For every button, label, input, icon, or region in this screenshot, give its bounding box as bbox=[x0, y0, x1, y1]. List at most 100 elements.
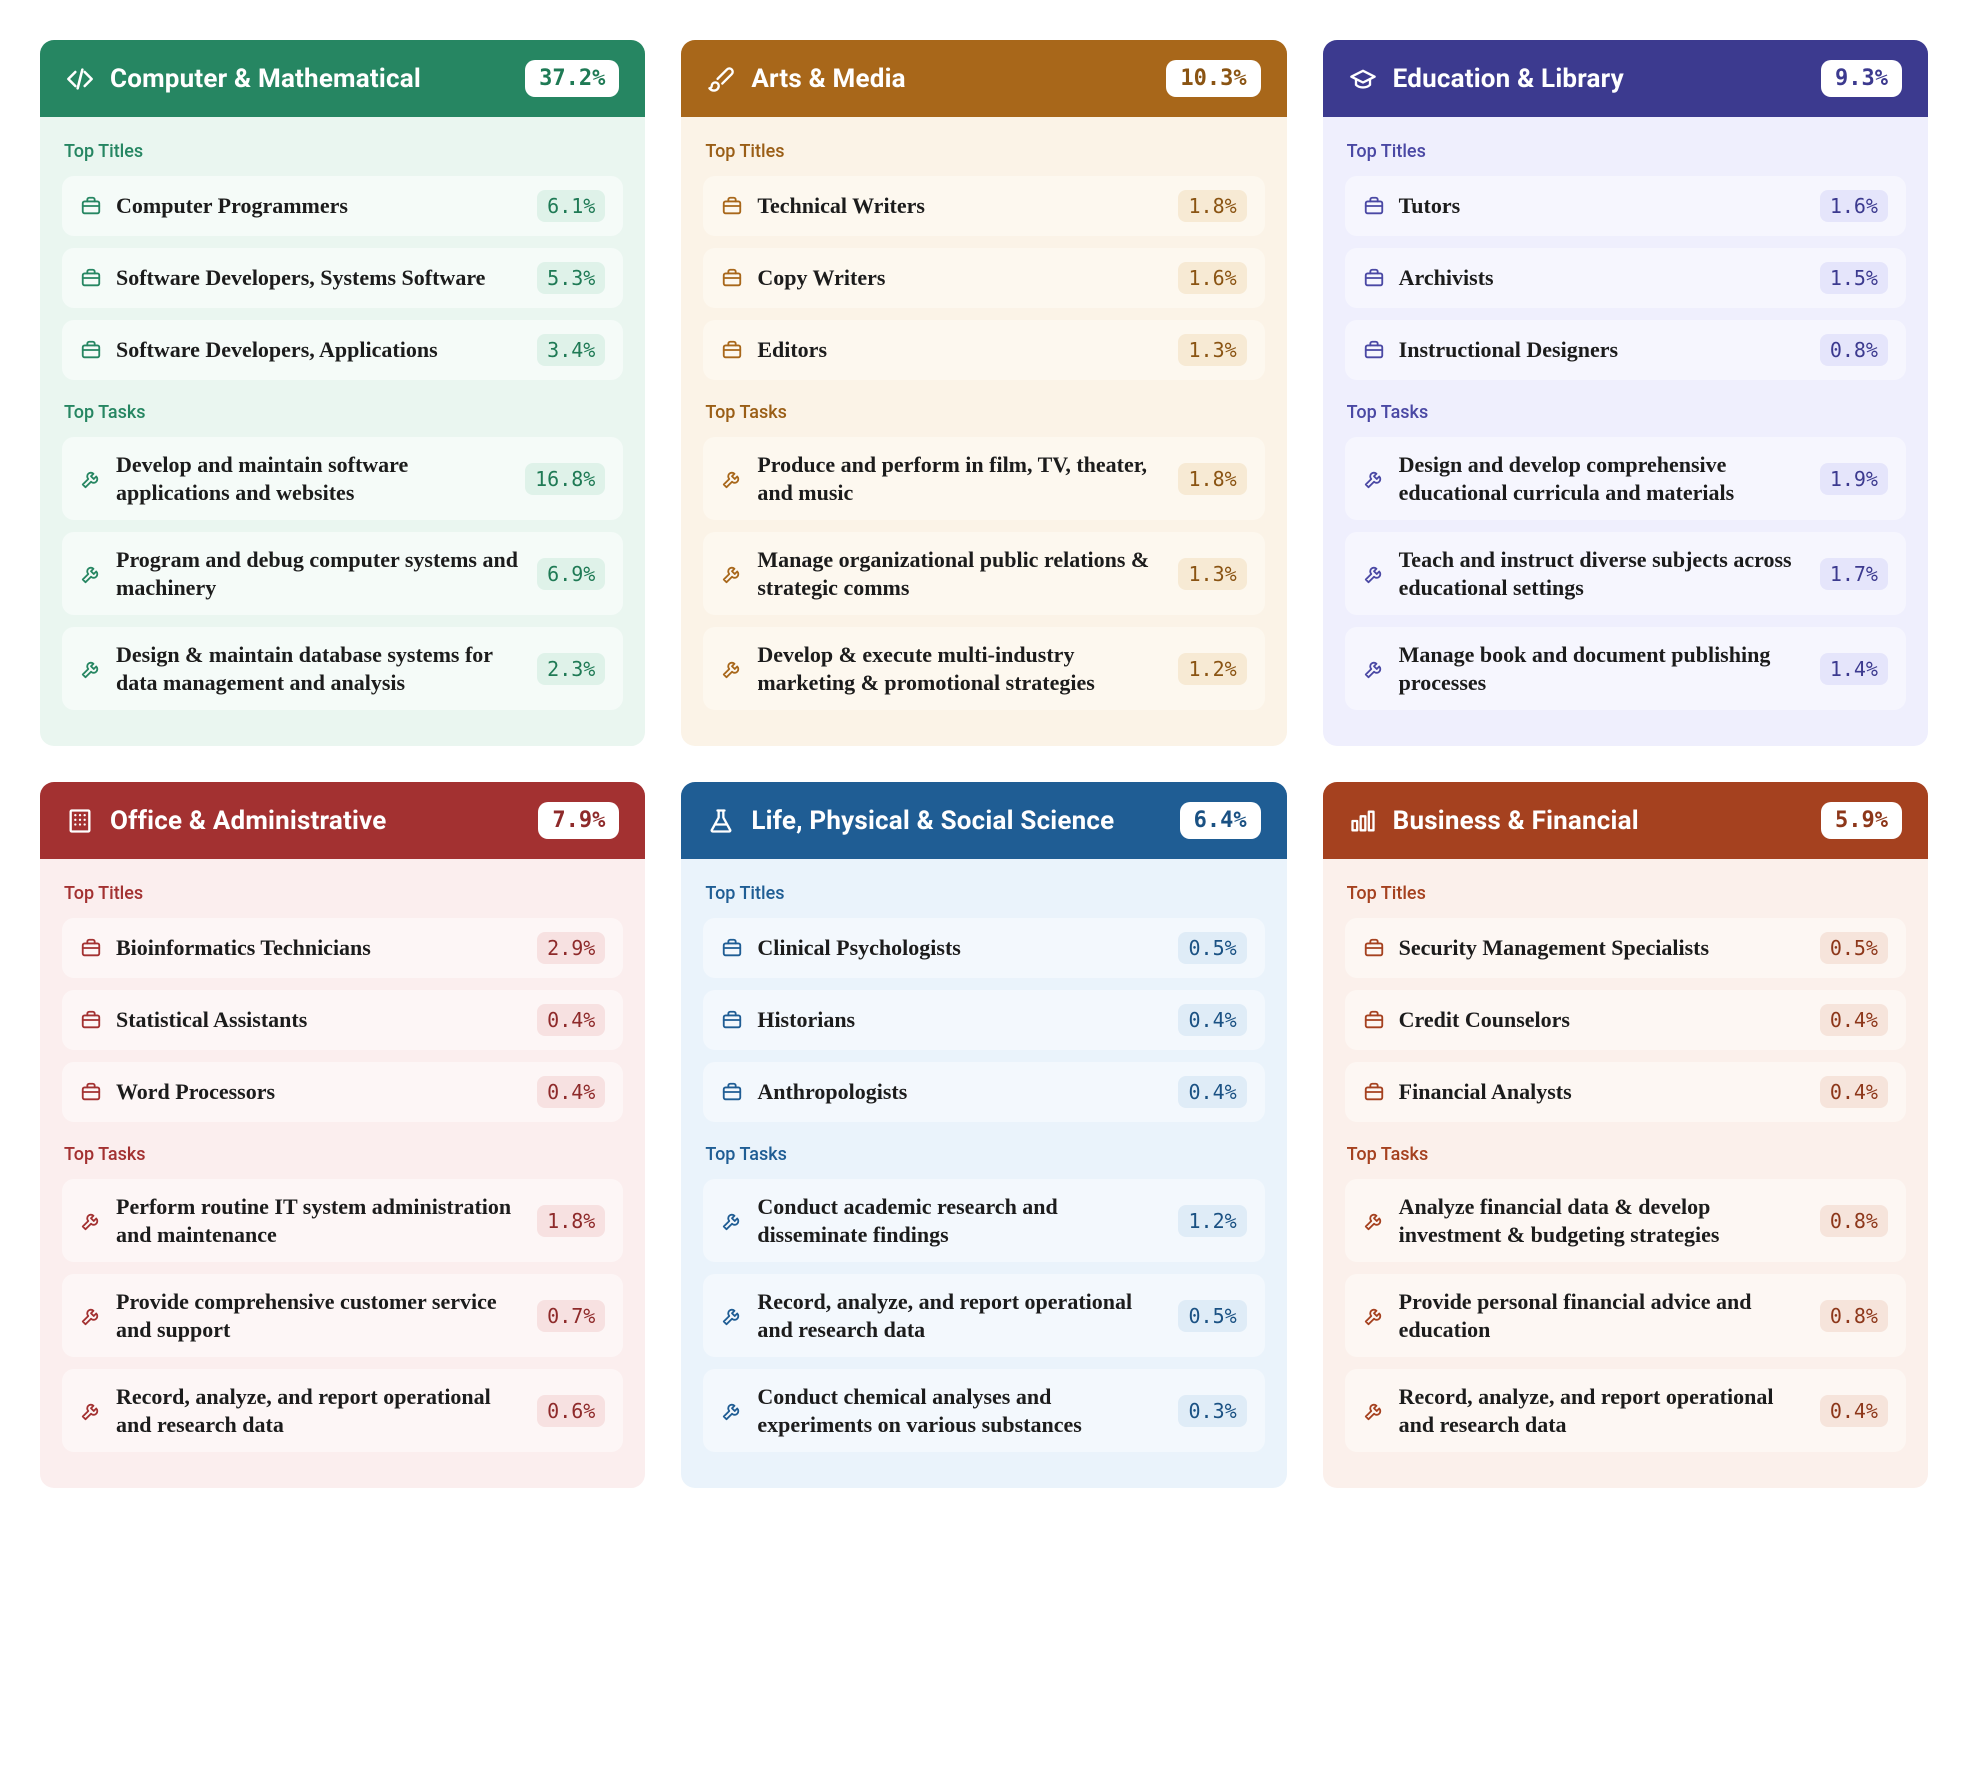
wrench-icon bbox=[1363, 1305, 1385, 1327]
item-text: Statistical Assistants bbox=[116, 1006, 523, 1034]
item-text: Teach and instruct diverse subjects acro… bbox=[1399, 546, 1806, 601]
wrench-icon bbox=[80, 1210, 102, 1232]
cards-grid: Computer & Mathematical 37.2% Top Titles… bbox=[40, 40, 1928, 1488]
top-tasks-label: Top Tasks bbox=[64, 402, 623, 423]
card-title: Education & Library bbox=[1393, 64, 1624, 94]
list-item: Teach and instruct diverse subjects acro… bbox=[1345, 532, 1906, 615]
list-item: Perform routine IT system administration… bbox=[62, 1179, 623, 1262]
list-item: Conduct academic research and disseminat… bbox=[703, 1179, 1264, 1262]
briefcase-icon bbox=[1363, 1009, 1385, 1031]
item-pct-badge: 0.3% bbox=[1178, 1395, 1246, 1427]
list-item: Develop & execute multi-industry marketi… bbox=[703, 627, 1264, 710]
card-header: Arts & Media 10.3% bbox=[681, 40, 1286, 117]
list-item: Program and debug computer systems and m… bbox=[62, 532, 623, 615]
list-item: Computer Programmers 6.1% bbox=[62, 176, 623, 236]
item-pct-badge: 0.4% bbox=[1178, 1076, 1246, 1108]
item-pct-badge: 0.4% bbox=[1178, 1004, 1246, 1036]
item-pct-badge: 16.8% bbox=[525, 463, 605, 495]
list-item: Technical Writers 1.8% bbox=[703, 176, 1264, 236]
item-pct-badge: 0.4% bbox=[1820, 1076, 1888, 1108]
card-title: Arts & Media bbox=[751, 64, 905, 94]
category-card: Computer & Mathematical 37.2% Top Titles… bbox=[40, 40, 645, 746]
item-pct-badge: 0.8% bbox=[1820, 1300, 1888, 1332]
top-titles-label: Top Titles bbox=[705, 883, 1264, 904]
item-text: Record, analyze, and report operational … bbox=[116, 1383, 523, 1438]
wrench-icon bbox=[1363, 563, 1385, 585]
wrench-icon bbox=[80, 1400, 102, 1422]
list-item: Record, analyze, and report operational … bbox=[1345, 1369, 1906, 1452]
card-body: Top Titles Technical Writers 1.8% Copy W… bbox=[681, 117, 1286, 746]
briefcase-icon bbox=[1363, 937, 1385, 959]
briefcase-icon bbox=[1363, 267, 1385, 289]
card-pct-badge: 10.3% bbox=[1166, 60, 1260, 97]
item-text: Word Processors bbox=[116, 1078, 523, 1106]
flask-icon bbox=[707, 807, 735, 835]
wrench-icon bbox=[1363, 1400, 1385, 1422]
card-header-left: Life, Physical & Social Science bbox=[707, 806, 1114, 836]
item-pct-badge: 0.5% bbox=[1178, 932, 1246, 964]
item-pct-badge: 0.8% bbox=[1820, 334, 1888, 366]
briefcase-icon bbox=[1363, 1081, 1385, 1103]
wrench-icon bbox=[721, 1305, 743, 1327]
wrench-icon bbox=[721, 468, 743, 490]
item-pct-badge: 1.2% bbox=[1178, 653, 1246, 685]
briefcase-icon bbox=[80, 339, 102, 361]
card-header-left: Computer & Mathematical bbox=[66, 64, 421, 94]
list-item: Financial Analysts 0.4% bbox=[1345, 1062, 1906, 1122]
list-item: Tutors 1.6% bbox=[1345, 176, 1906, 236]
briefcase-icon bbox=[721, 937, 743, 959]
item-pct-badge: 0.4% bbox=[537, 1004, 605, 1036]
card-body: Top Titles Tutors 1.6% Archivists 1.5% I… bbox=[1323, 117, 1928, 746]
list-item: Security Management Specialists 0.5% bbox=[1345, 918, 1906, 978]
card-body: Top Titles Computer Programmers 6.1% Sof… bbox=[40, 117, 645, 746]
list-item: Manage book and document publishing proc… bbox=[1345, 627, 1906, 710]
item-text: Clinical Psychologists bbox=[757, 934, 1164, 962]
category-card: Office & Administrative 7.9% Top Titles … bbox=[40, 782, 645, 1488]
list-item: Clinical Psychologists 0.5% bbox=[703, 918, 1264, 978]
item-pct-badge: 2.9% bbox=[537, 932, 605, 964]
item-text: Conduct chemical analyses and experiment… bbox=[757, 1383, 1164, 1438]
top-tasks-label: Top Tasks bbox=[1347, 1144, 1906, 1165]
list-item: Editors 1.3% bbox=[703, 320, 1264, 380]
item-pct-badge: 1.6% bbox=[1178, 262, 1246, 294]
wrench-icon bbox=[80, 468, 102, 490]
briefcase-icon bbox=[80, 1009, 102, 1031]
item-pct-badge: 0.4% bbox=[1820, 1004, 1888, 1036]
top-tasks-label: Top Tasks bbox=[1347, 402, 1906, 423]
briefcase-icon bbox=[721, 195, 743, 217]
wrench-icon bbox=[721, 563, 743, 585]
category-card: Education & Library 9.3% Top Titles Tuto… bbox=[1323, 40, 1928, 746]
list-item: Anthropologists 0.4% bbox=[703, 1062, 1264, 1122]
list-item: Software Developers, Applications 3.4% bbox=[62, 320, 623, 380]
item-text: Manage organizational public relations &… bbox=[757, 546, 1164, 601]
bars-icon bbox=[1349, 807, 1377, 835]
top-titles-label: Top Titles bbox=[64, 883, 623, 904]
list-item: Instructional Designers 0.8% bbox=[1345, 320, 1906, 380]
wrench-icon bbox=[1363, 658, 1385, 680]
top-titles-label: Top Titles bbox=[1347, 141, 1906, 162]
card-header-left: Business & Financial bbox=[1349, 806, 1639, 836]
item-text: Software Developers, Systems Software bbox=[116, 264, 523, 292]
list-item: Develop and maintain software applicatio… bbox=[62, 437, 623, 520]
briefcase-icon bbox=[1363, 195, 1385, 217]
item-text: Historians bbox=[757, 1006, 1164, 1034]
item-pct-badge: 1.3% bbox=[1178, 558, 1246, 590]
item-text: Software Developers, Applications bbox=[116, 336, 523, 364]
wrench-icon bbox=[1363, 1210, 1385, 1232]
item-text: Develop & execute multi-industry marketi… bbox=[757, 641, 1164, 696]
wrench-icon bbox=[80, 1305, 102, 1327]
card-title: Office & Administrative bbox=[110, 806, 386, 836]
card-pct-badge: 9.3% bbox=[1821, 60, 1902, 97]
item-pct-badge: 1.8% bbox=[1178, 463, 1246, 495]
item-pct-badge: 5.3% bbox=[537, 262, 605, 294]
card-pct-badge: 7.9% bbox=[538, 802, 619, 839]
card-header: Office & Administrative 7.9% bbox=[40, 782, 645, 859]
item-text: Computer Programmers bbox=[116, 192, 523, 220]
list-item: Record, analyze, and report operational … bbox=[703, 1274, 1264, 1357]
item-text: Copy Writers bbox=[757, 264, 1164, 292]
brush-icon bbox=[707, 65, 735, 93]
list-item: Statistical Assistants 0.4% bbox=[62, 990, 623, 1050]
item-text: Program and debug computer systems and m… bbox=[116, 546, 523, 601]
item-pct-badge: 1.4% bbox=[1820, 653, 1888, 685]
card-title: Life, Physical & Social Science bbox=[751, 806, 1114, 836]
